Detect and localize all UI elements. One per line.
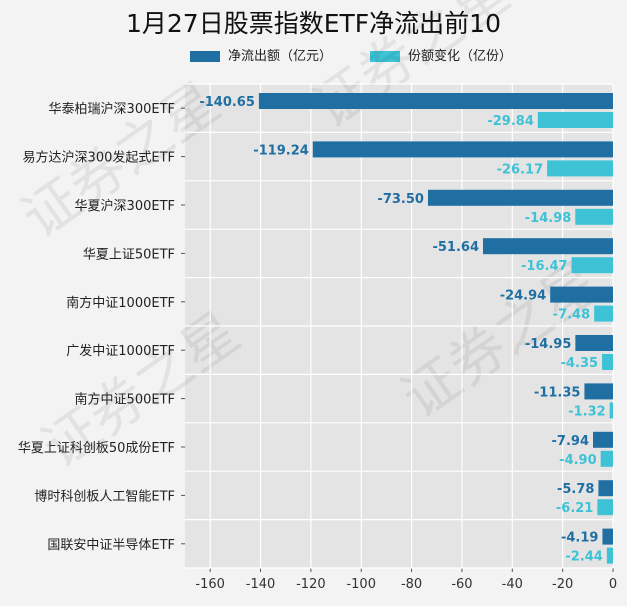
data-label-net-outflow: -7.94 (552, 434, 589, 449)
bar-share-change (597, 499, 613, 516)
x-tick-label: -80 (401, 577, 422, 592)
x-tick-label: -40 (502, 577, 523, 592)
data-label-net-outflow: -24.94 (500, 289, 547, 304)
bar-net-outflow (584, 383, 613, 400)
y-tick-label: 国联安中证半导体ETF (47, 538, 175, 553)
y-tick-label: 南方中证1000ETF (66, 295, 175, 311)
bar-net-outflow (602, 528, 613, 545)
legend-swatch-share-change (370, 51, 400, 62)
data-label-net-outflow: -4.19 (561, 531, 598, 546)
y-tick-label: 华夏上证科创板50成份ETF (18, 441, 175, 456)
y-tick-label: 华泰柏瑞沪深300ETF (49, 101, 175, 117)
bar-net-outflow (258, 93, 613, 109)
x-tick-label: -140 (246, 577, 276, 592)
bar-share-change (575, 208, 613, 225)
y-tick-label: 华夏沪深300ETF (75, 198, 175, 214)
data-label-share-change: -4.35 (561, 356, 598, 371)
data-label-share-change: -14.98 (525, 211, 572, 226)
x-tick-label: -160 (195, 577, 225, 592)
chart-title: 1月27日股票指数ETF净流出前10 (126, 9, 501, 38)
data-label-share-change: -16.47 (521, 259, 568, 274)
x-tick-label: -120 (296, 577, 326, 592)
bar-net-outflow (312, 141, 613, 158)
y-tick-label: 博时科创板人工智能ETF (34, 489, 175, 504)
x-tick-label: -20 (552, 577, 573, 592)
bar-share-change (602, 354, 613, 370)
bar-share-change (609, 402, 613, 419)
bar-net-outflow (598, 480, 613, 497)
y-tick-label: 华夏上证50ETF (83, 247, 175, 262)
bar-share-change (537, 112, 613, 128)
legend-label-share-change: 份额变化（亿份） (408, 49, 513, 64)
legend-swatch-net-outflow (190, 51, 220, 62)
data-label-share-change: -2.44 (565, 550, 602, 565)
data-label-share-change: -29.84 (487, 114, 534, 129)
data-label-net-outflow: -11.35 (534, 385, 581, 400)
data-label-share-change: -6.21 (556, 501, 593, 516)
x-tick-label: -60 (451, 577, 472, 592)
bar-share-change (571, 257, 613, 274)
data-label-share-change: -4.90 (559, 453, 596, 468)
x-tick-label: -100 (346, 577, 376, 592)
data-label-net-outflow: -73.50 (377, 192, 424, 207)
bar-share-change (594, 305, 613, 322)
data-label-share-change: -1.32 (568, 404, 605, 419)
data-label-share-change: -7.48 (553, 308, 590, 323)
bar-net-outflow (593, 431, 613, 448)
data-label-net-outflow: -5.78 (557, 482, 594, 497)
data-label-net-outflow: -140.65 (199, 95, 255, 110)
bar-share-change (600, 450, 613, 467)
y-tick-label: 易方达沪深300发起式ETF (23, 150, 175, 166)
bar-share-change (606, 547, 613, 564)
data-label-net-outflow: -119.24 (253, 143, 309, 158)
legend-label-net-outflow: 净流出额（亿元） (228, 49, 333, 64)
bar-net-outflow (427, 189, 613, 206)
x-tick-label: 0 (609, 577, 617, 592)
bar-net-outflow (550, 286, 613, 303)
data-label-share-change: -26.17 (497, 162, 544, 177)
data-label-net-outflow: -14.95 (525, 337, 572, 352)
y-tick-label: 南方中证500ETF (75, 392, 175, 408)
bar-net-outflow (482, 238, 613, 255)
bar-share-change (547, 160, 613, 177)
data-label-net-outflow: -51.64 (432, 240, 479, 255)
bar-net-outflow (575, 335, 613, 351)
y-tick-label: 广发中证1000ETF (66, 343, 175, 359)
